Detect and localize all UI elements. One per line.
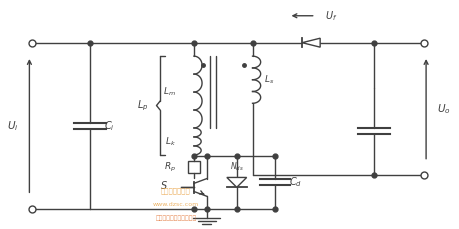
Text: $L_p$: $L_p$ xyxy=(137,98,149,113)
Text: $C_d$: $C_d$ xyxy=(288,175,301,189)
Text: $L_m$: $L_m$ xyxy=(163,86,175,98)
Text: $R_p$: $R_p$ xyxy=(163,161,175,174)
Text: $U_o$: $U_o$ xyxy=(437,102,450,116)
Bar xyxy=(187,161,200,173)
Polygon shape xyxy=(226,177,246,187)
Text: 维库电子市场网: 维库电子市场网 xyxy=(161,188,190,194)
Text: $L_s$: $L_s$ xyxy=(263,74,274,86)
Text: $L_k$: $L_k$ xyxy=(165,135,175,148)
Text: $U_i$: $U_i$ xyxy=(6,119,18,133)
Polygon shape xyxy=(302,38,319,47)
Text: $U_f$: $U_f$ xyxy=(324,9,336,23)
Text: 全球最大电子元器件网站: 全球最大电子元器件网站 xyxy=(155,215,196,221)
Text: $C_i$: $C_i$ xyxy=(104,119,114,133)
Text: $S$: $S$ xyxy=(159,179,167,191)
Text: www.dzsc.com: www.dzsc.com xyxy=(152,202,199,207)
Text: $N_{ds}$: $N_{ds}$ xyxy=(230,161,243,173)
